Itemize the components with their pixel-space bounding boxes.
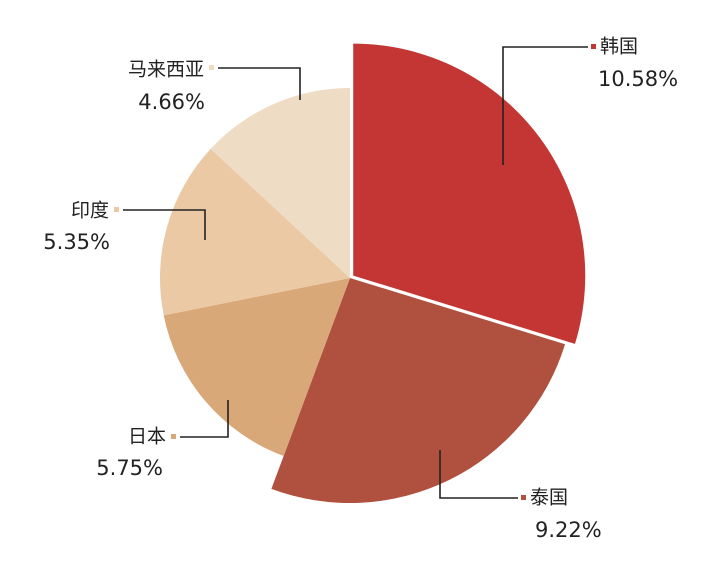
slice-label: 韩国 [600,36,638,58]
value-label: 5.35% [43,230,110,254]
pie-slice [353,43,586,344]
value-label: 5.75% [96,456,163,480]
slice-label: 日本 [128,426,166,448]
legend-marker [209,65,214,70]
leader-line [439,450,518,499]
value-label: 9.22% [535,518,602,542]
slice-label: 马来西亚 [128,59,204,81]
pie-slice [210,88,350,278]
slice-label: 泰国 [530,487,568,509]
leader-line [502,46,588,165]
pie-slice [159,148,350,316]
legend-marker [521,495,526,500]
legend-marker [591,44,596,49]
pie-slice [163,278,350,457]
legend-marker [114,207,119,212]
slice-label: 印度 [71,200,109,222]
leader-line [123,209,206,240]
pie-slice [271,278,566,504]
legend-marker [171,434,176,439]
value-label: 10.58% [598,67,678,91]
leader-line [180,400,229,438]
value-label: 4.66% [138,90,205,114]
leader-line [218,67,301,100]
